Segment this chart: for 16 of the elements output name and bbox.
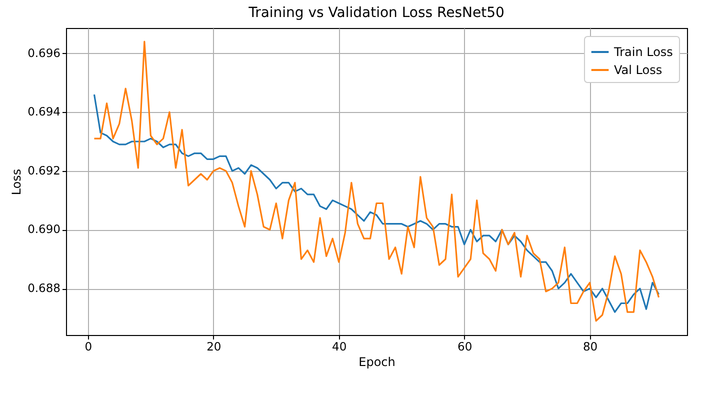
y-tick-label: 0.696 <box>28 46 60 60</box>
y-tick-label: 0.690 <box>28 222 60 236</box>
y-tick-label: 0.692 <box>28 163 60 178</box>
x-tick-label: 20 <box>206 340 222 354</box>
x-tick-label: 60 <box>458 340 472 354</box>
line-series <box>93 94 660 313</box>
legend-label: Val Loss <box>614 63 662 77</box>
y-tick-label: 0.688 <box>28 281 60 296</box>
x-axis-title: Epoch <box>358 355 396 369</box>
x-tick-label: 80 <box>582 340 598 354</box>
x-tick-label: 40 <box>332 340 347 354</box>
y-tick-label: 0.694 <box>28 104 60 119</box>
chart-title: Training vs Validation Loss ResNet50 <box>248 5 504 21</box>
x-tick-label: 0 <box>84 340 92 354</box>
y-axis-title: Loss <box>10 168 24 196</box>
legend-label: Train Loss <box>613 45 673 59</box>
